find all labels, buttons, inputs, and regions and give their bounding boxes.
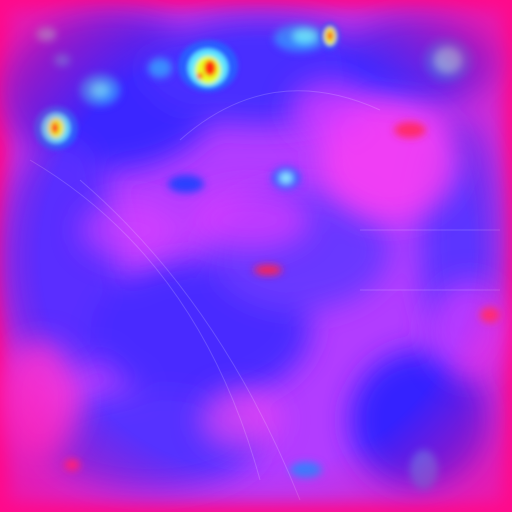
heatmap-image [0, 0, 512, 512]
edge-vignette [0, 0, 512, 512]
heatmap-canvas [0, 0, 512, 512]
